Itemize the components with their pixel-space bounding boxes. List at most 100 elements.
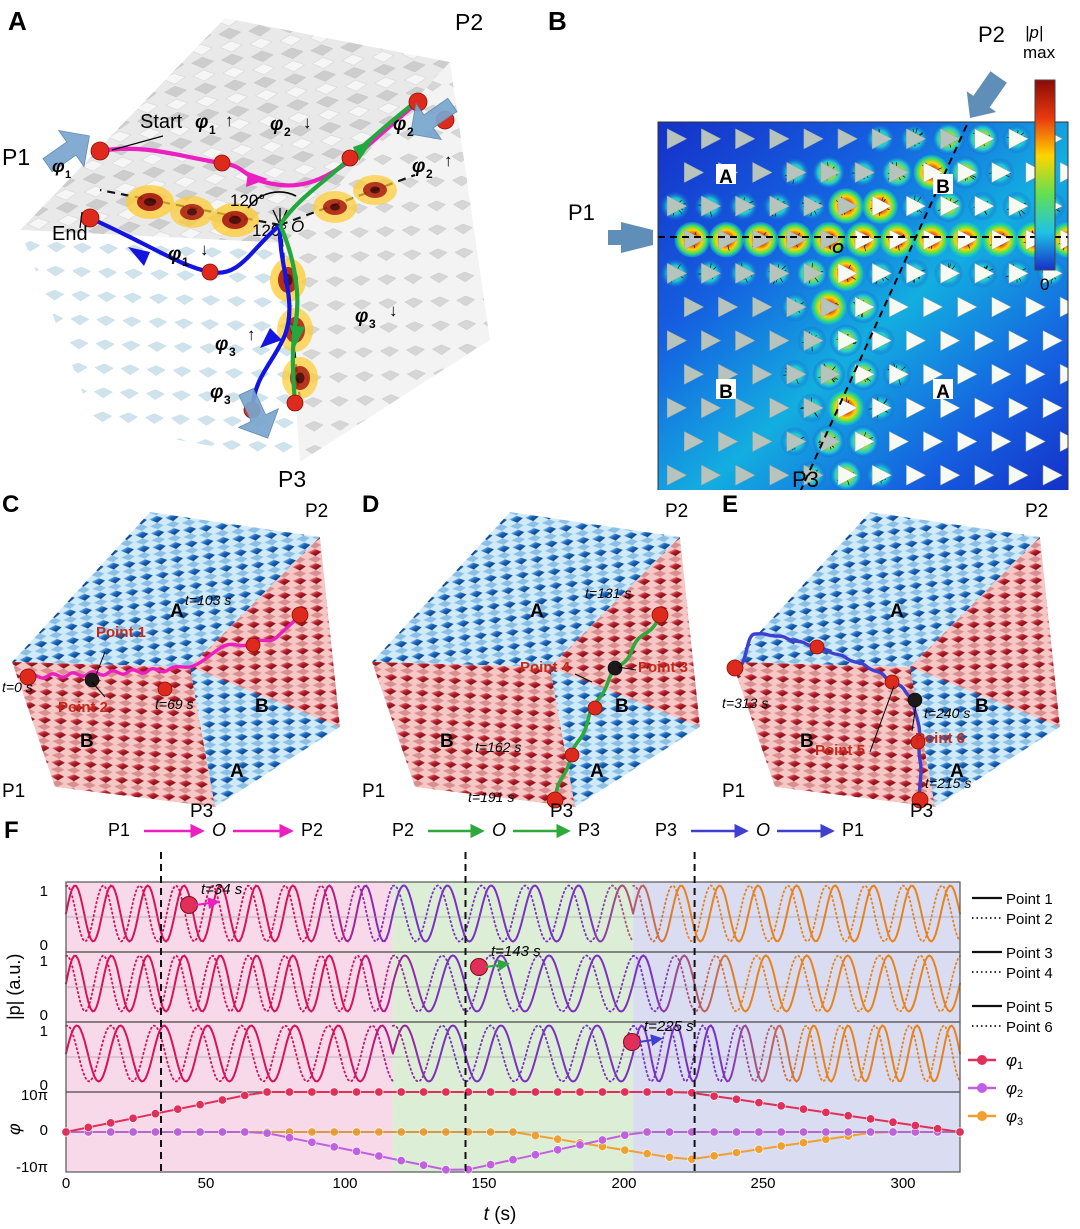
svg-text:t=34 s: t=34 s (201, 881, 243, 898)
svg-text:120°: 120° (230, 191, 265, 210)
svg-text:Point 3: Point 3 (1006, 945, 1053, 962)
svg-text:↑: ↑ (247, 325, 256, 344)
svg-text:P2: P2 (301, 820, 323, 840)
svg-text:End: End (52, 223, 88, 245)
svg-text:|p|: |p| (1025, 23, 1043, 42)
svg-text:-10π: -10π (16, 1159, 48, 1176)
svg-text:t=240 s: t=240 s (924, 705, 970, 721)
svg-text:φ: φ (1006, 1107, 1017, 1126)
svg-text:3: 3 (224, 393, 231, 407)
svg-text:P2: P2 (978, 22, 1005, 47)
svg-text:O: O (832, 240, 844, 257)
svg-text:B: B (80, 731, 94, 752)
svg-text:B: B (615, 696, 629, 717)
svg-text:B: B (975, 696, 989, 717)
svg-text:Point 3: Point 3 (638, 659, 688, 676)
svg-text:P2: P2 (1025, 501, 1048, 522)
svg-text:P1: P1 (568, 200, 595, 225)
svg-text:F: F (4, 820, 19, 844)
svg-text:t=143 s: t=143 s (491, 943, 541, 960)
svg-text:0: 0 (1040, 275, 1049, 294)
svg-text:3: 3 (1017, 1116, 1023, 1128)
svg-text:300: 300 (890, 1175, 915, 1192)
svg-text:C: C (2, 491, 19, 518)
svg-text:A: A (590, 761, 604, 782)
svg-text:P2: P2 (305, 501, 328, 522)
svg-text:↑: ↑ (225, 111, 234, 130)
svg-text:↑: ↑ (444, 151, 453, 170)
svg-text:A: A (719, 167, 733, 188)
svg-text:O: O (492, 820, 506, 840)
svg-text:1: 1 (40, 883, 48, 900)
svg-text:φ: φ (4, 1123, 24, 1135)
svg-text:↓: ↓ (389, 301, 398, 320)
svg-text:t=162 s: t=162 s (475, 739, 521, 755)
svg-text:1: 1 (182, 255, 189, 269)
svg-text:|p| (a.u.): |p| (a.u.) (4, 954, 24, 1020)
svg-text:Point 4: Point 4 (1006, 965, 1053, 982)
svg-text:2: 2 (1017, 1088, 1023, 1100)
svg-text:↓: ↓ (303, 113, 312, 132)
svg-text:10π: 10π (21, 1087, 48, 1104)
svg-text:O: O (212, 820, 226, 840)
svg-text:1: 1 (40, 953, 48, 970)
svg-text:2: 2 (284, 125, 291, 139)
svg-text:φ: φ (215, 334, 228, 355)
svg-text:φ: φ (393, 114, 406, 135)
svg-text:P2: P2 (392, 820, 414, 840)
svg-text:P3: P3 (792, 467, 819, 490)
svg-text:3: 3 (369, 317, 376, 331)
svg-text:Point 5: Point 5 (815, 742, 865, 759)
svg-text:P3: P3 (655, 820, 677, 840)
svg-text:P1: P1 (108, 820, 130, 840)
svg-text:B: B (800, 731, 814, 752)
svg-text:3: 3 (229, 345, 236, 359)
svg-text:t=313 s: t=313 s (722, 695, 768, 711)
svg-text:O: O (291, 217, 304, 236)
svg-text:1: 1 (1017, 1060, 1023, 1072)
svg-text:P1: P1 (722, 781, 745, 802)
svg-text:E: E (722, 491, 738, 518)
svg-text:φ: φ (210, 382, 223, 403)
svg-text:t=191 s: t=191 s (468, 789, 514, 805)
svg-text:φ: φ (270, 114, 283, 135)
svg-text:B: B (936, 177, 950, 198)
svg-text:P3: P3 (910, 801, 933, 820)
svg-text:max: max (1023, 43, 1056, 62)
svg-text:A: A (936, 382, 950, 403)
svg-text:t=0 s: t=0 s (2, 679, 33, 695)
svg-text:O: O (756, 820, 770, 840)
svg-text:t=225 s: t=225 s (644, 1018, 694, 1035)
svg-text:P2: P2 (455, 9, 483, 35)
svg-text:D: D (362, 491, 379, 518)
svg-text:P3: P3 (578, 820, 600, 840)
svg-text:A: A (230, 761, 244, 782)
svg-text:t=103 s: t=103 s (185, 592, 231, 608)
svg-text:φ: φ (168, 244, 181, 265)
svg-text:P1: P1 (2, 144, 30, 170)
svg-text:Point 4: Point 4 (520, 659, 571, 676)
svg-text:A: A (170, 601, 184, 622)
svg-text:A: A (890, 601, 904, 622)
svg-text:t=131 s: t=131 s (585, 585, 631, 601)
svg-text:φ: φ (355, 306, 368, 327)
svg-text:P2: P2 (665, 501, 688, 522)
svg-text:P1: P1 (842, 820, 864, 840)
svg-text:0: 0 (62, 1175, 70, 1192)
svg-text:B: B (719, 382, 733, 403)
svg-text:Point 1: Point 1 (96, 624, 146, 641)
svg-text:B: B (255, 696, 269, 717)
svg-text:φ: φ (1006, 1051, 1017, 1070)
svg-text:2: 2 (426, 167, 433, 181)
svg-text:Point 6: Point 6 (915, 730, 965, 747)
svg-text:φ: φ (1006, 1079, 1017, 1098)
svg-text:P3: P3 (190, 801, 213, 820)
svg-text:Point 2: Point 2 (58, 699, 108, 716)
svg-text:150: 150 (471, 1175, 496, 1192)
svg-text:Point 5: Point 5 (1006, 999, 1053, 1016)
svg-text:50: 50 (198, 1175, 215, 1192)
svg-text:P3: P3 (278, 466, 306, 490)
svg-text:Point 6: Point 6 (1006, 1019, 1053, 1036)
svg-text:↓: ↓ (200, 240, 209, 259)
svg-text:t=69 s: t=69 s (155, 696, 194, 712)
